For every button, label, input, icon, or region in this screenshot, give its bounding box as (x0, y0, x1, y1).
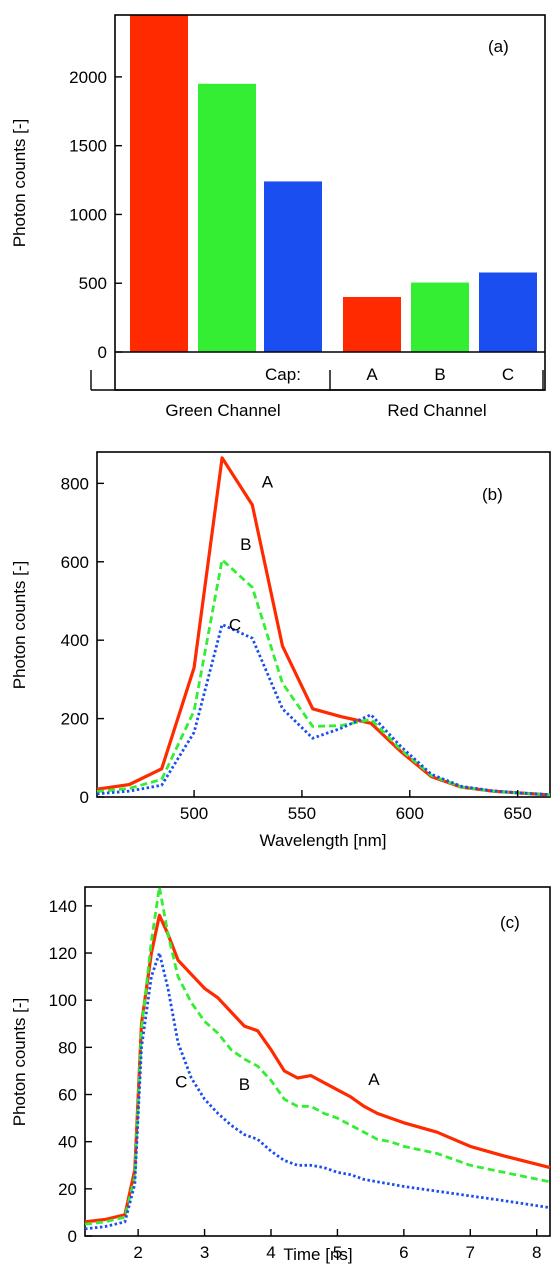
y-tick-label: 1500 (69, 137, 107, 156)
y-tick-label: 60 (58, 1086, 77, 1105)
y-tick-label: 500 (79, 274, 107, 293)
cap-letter-b: B (434, 365, 445, 384)
panel-c-y-axis-label: Photon counts [-] (10, 998, 29, 1127)
panel-c-line-chart: 0 20 40 60 80 100 120 140 2 3 4 5 6 7 8 A B C (c) Time … (10, 885, 551, 1264)
curve-label-b: B (240, 535, 251, 554)
panel-a-bar-chart: 0 500 1000 1500 2000 Cap: A B C Green Channel R… (10, 14, 546, 420)
bar-green-channel-a (130, 15, 188, 352)
panel-c-series-lines (84, 885, 551, 1231)
curve-label-c: C (175, 1072, 187, 1091)
x-tick-label: 4 (266, 1243, 275, 1262)
panel-b-y-axis: 0 200 400 600 800 (61, 474, 104, 807)
series-line-c (96, 623, 551, 796)
bar-red-channel-a (343, 296, 401, 352)
bar-green-channel-c (264, 181, 322, 352)
x-tick-label: 550 (288, 804, 316, 823)
panel-b-curve-labels: A B C (229, 472, 274, 634)
y-tick-label: 600 (61, 553, 89, 572)
y-tick-label: 20 (58, 1180, 77, 1199)
cap-letter-a: A (366, 365, 378, 384)
cap-letter-c: C (502, 365, 514, 384)
bar-red-channel-c (479, 272, 537, 352)
series-line-b (96, 558, 551, 797)
panel-a-panel-letter: (a) (488, 37, 509, 56)
x-tick-label: 8 (532, 1243, 541, 1262)
curve-label-c: C (229, 615, 241, 634)
curve-label-a: A (368, 1070, 380, 1089)
x-tick-label: 2 (133, 1243, 142, 1262)
panel-c-curve-labels: A B C (175, 1070, 380, 1094)
panel-b-series-lines (96, 456, 551, 797)
group-label: Red Channel (387, 401, 486, 420)
series-line-b (84, 885, 551, 1226)
panel-a-y-axis: 0 500 1000 1500 2000 (69, 68, 122, 362)
panel-c-x-axis: 2 3 4 5 6 7 8 (133, 1229, 541, 1262)
y-tick-label: 200 (61, 710, 89, 729)
y-tick-label: 2000 (69, 68, 107, 87)
y-tick-label: 140 (49, 897, 77, 916)
y-tick-label: 400 (61, 631, 89, 650)
panel-b-x-axis: 500 550 600 650 (180, 790, 532, 823)
panel-a-cap-letters: A B C (366, 365, 514, 384)
panel-c-panel-letter: (c) (500, 913, 520, 932)
panel-b-x-axis-label: Wavelength [nm] (260, 831, 387, 850)
y-tick-label: 100 (49, 991, 77, 1010)
curve-label-b: B (239, 1075, 250, 1094)
y-tick-label: 1000 (69, 205, 107, 224)
x-tick-label: 650 (503, 804, 531, 823)
x-tick-label: 6 (399, 1243, 408, 1262)
series-line-c (84, 951, 551, 1231)
bar-green-channel-b (198, 83, 256, 352)
y-tick-label: 40 (58, 1133, 77, 1152)
panel-a-cap-label: Cap: (265, 365, 301, 384)
panel-b-panel-letter: (b) (482, 485, 503, 504)
x-tick-label: 500 (180, 804, 208, 823)
y-tick-label: 80 (58, 1038, 77, 1057)
y-tick-label: 0 (98, 343, 107, 362)
y-tick-label: 0 (80, 788, 89, 807)
panel-a-y-axis-label: Photon counts [-] (10, 119, 29, 248)
x-tick-label: 7 (466, 1243, 475, 1262)
group-label: Green Channel (165, 401, 280, 420)
panel-b-y-axis-label: Photon counts [-] (10, 561, 29, 690)
x-tick-label: 600 (396, 804, 424, 823)
series-line-a (96, 456, 551, 797)
curve-label-a: A (262, 472, 274, 491)
panel-b-line-chart: 0 200 400 600 800 500 550 600 650 A B C (b) Wavel… (10, 451, 551, 850)
panel-c-y-axis: 0 20 40 60 80 100 120 140 (49, 897, 92, 1246)
panel-a-group-labels: Green Channel Red Channel (165, 401, 486, 420)
y-tick-label: 0 (68, 1227, 77, 1246)
bar-red-channel-b (411, 282, 469, 352)
panel-c-x-axis-label: Time [ns] (283, 1245, 352, 1264)
series-line-a (84, 913, 551, 1224)
x-tick-label: 5 (333, 1243, 342, 1262)
panel-b-plot-frame (96, 451, 551, 798)
x-tick-label: 3 (200, 1243, 209, 1262)
y-tick-label: 800 (61, 474, 89, 493)
panel-c-plot-frame (84, 886, 551, 1237)
panel-a-bars (130, 15, 537, 352)
y-tick-label: 120 (49, 944, 77, 963)
